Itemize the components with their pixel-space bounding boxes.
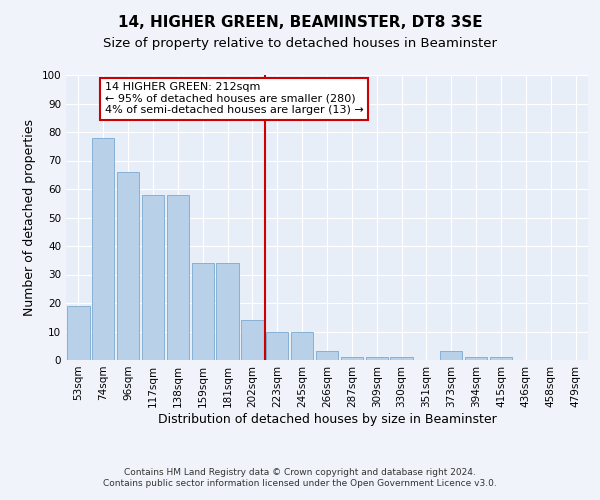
- Bar: [490, 357, 512, 360]
- Bar: [341, 357, 363, 360]
- Bar: [465, 357, 487, 360]
- Bar: [291, 332, 313, 360]
- Y-axis label: Number of detached properties: Number of detached properties: [23, 119, 36, 316]
- Bar: [217, 263, 239, 360]
- Text: 14, HIGHER GREEN, BEAMINSTER, DT8 3SE: 14, HIGHER GREEN, BEAMINSTER, DT8 3SE: [118, 15, 482, 30]
- Bar: [142, 194, 164, 360]
- Bar: [391, 357, 413, 360]
- Bar: [191, 263, 214, 360]
- Text: 14 HIGHER GREEN: 212sqm
← 95% of detached houses are smaller (280)
4% of semi-de: 14 HIGHER GREEN: 212sqm ← 95% of detache…: [104, 82, 363, 116]
- Bar: [67, 306, 89, 360]
- Bar: [365, 357, 388, 360]
- Bar: [440, 352, 463, 360]
- Bar: [117, 172, 139, 360]
- X-axis label: Distribution of detached houses by size in Beaminster: Distribution of detached houses by size …: [158, 412, 496, 426]
- Bar: [316, 352, 338, 360]
- Bar: [92, 138, 115, 360]
- Text: Contains HM Land Registry data © Crown copyright and database right 2024.
Contai: Contains HM Land Registry data © Crown c…: [103, 468, 497, 487]
- Bar: [241, 320, 263, 360]
- Bar: [266, 332, 289, 360]
- Text: Size of property relative to detached houses in Beaminster: Size of property relative to detached ho…: [103, 38, 497, 51]
- Bar: [167, 194, 189, 360]
